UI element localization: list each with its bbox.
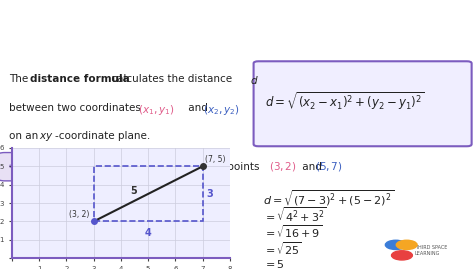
Text: -coordinate plane.: -coordinate plane. [55,130,150,140]
Text: distance formula: distance formula [30,74,129,84]
Text: $d = \sqrt{(x_2-x_1)^2+(y_2-y_1)^2}$: $d = \sqrt{(x_2-x_1)^2+(y_2-y_1)^2}$ [265,91,425,113]
Text: between two coordinates: between two coordinates [9,103,145,113]
Text: ✏ Example: ✏ Example [9,162,55,171]
Text: 5: 5 [130,186,137,196]
Text: $= \sqrt{4^2+3^2}$: $= \sqrt{4^2+3^2}$ [263,206,327,224]
Text: The: The [9,74,32,84]
Text: $(3, 2)$: $(3, 2)$ [269,160,297,173]
Text: $= 5$: $= 5$ [263,258,285,269]
Text: and: and [299,162,325,172]
Text: $(x_2, y_2)$: $(x_2, y_2)$ [203,103,239,117]
FancyBboxPatch shape [254,61,472,146]
Text: Find the distance between the points: Find the distance between the points [66,162,263,172]
Circle shape [392,251,412,260]
Text: $xy$: $xy$ [39,130,54,143]
Text: $(5, 7)$: $(5, 7)$ [315,160,343,173]
Text: $d$: $d$ [250,74,259,86]
Text: calculates the distance: calculates the distance [108,74,236,84]
Text: (7, 5): (7, 5) [205,155,226,164]
Text: 3: 3 [207,189,213,199]
FancyBboxPatch shape [0,153,66,181]
Text: $d = \sqrt{(7-3)^2+(5-2)^2}$: $d = \sqrt{(7-3)^2+(5-2)^2}$ [263,188,394,208]
Text: 4: 4 [145,228,152,238]
Text: THIRD SPACE
LEARNING: THIRD SPACE LEARNING [415,245,447,256]
Bar [94,166,203,221]
Text: $= \sqrt{16+9}$: $= \sqrt{16+9}$ [263,223,322,240]
Text: Distance Formula: Distance Formula [9,23,229,43]
Text: (3, 2): (3, 2) [69,210,90,219]
Text: $= \sqrt{25}$: $= \sqrt{25}$ [263,240,302,257]
Circle shape [385,240,406,249]
Circle shape [396,240,417,249]
Text: $(x_1, y_1)$: $(x_1, y_1)$ [138,103,175,117]
Text: on an: on an [9,130,42,140]
Text: and: and [185,103,211,113]
